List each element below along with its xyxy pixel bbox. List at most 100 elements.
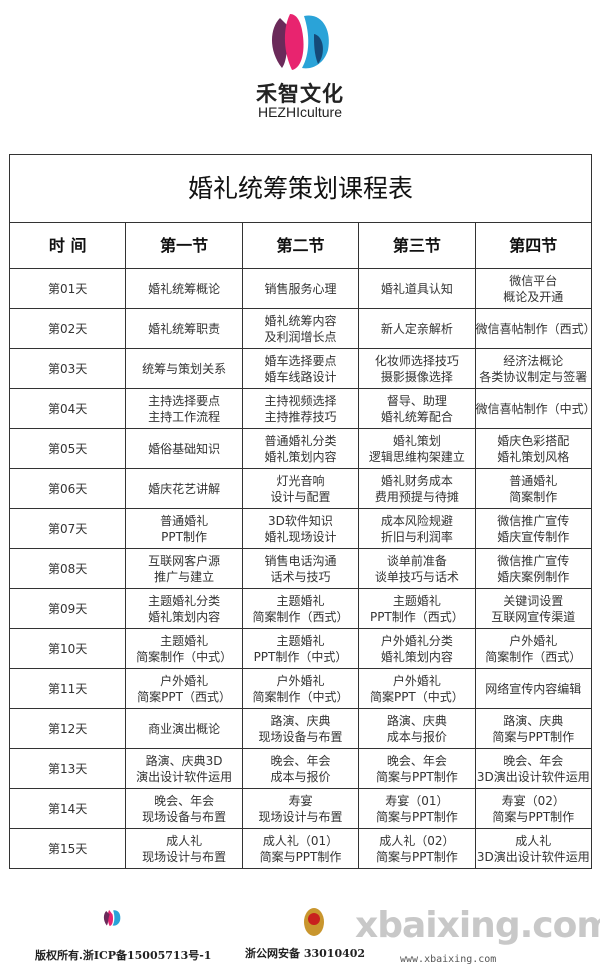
day-cell: 第15天	[8, 828, 127, 869]
table-row: 第02天 婚礼统筹职责 婚礼统筹内容 及利润增长点 新人定亲解析 微信喜帖制作（西式）	[8, 308, 596, 349]
course-cell-session-2: 成人礼（01） 简案与PPT制作	[241, 828, 360, 869]
course-cell-session-3: 寿宴（01） 简案与PPT制作	[358, 788, 476, 829]
header-session-4: 第四节	[474, 222, 593, 269]
table-title: 婚礼统筹策划课程表	[9, 154, 592, 223]
header-session-3: 第三节	[358, 222, 476, 269]
header-row: 时 间 第一节 第二节 第三节 第四节	[8, 222, 593, 269]
course-cell-session-4: 经济法概论 各类协议制定与签署	[474, 348, 593, 389]
course-cell-session-2: 销售服务心理	[241, 268, 360, 309]
course-cell-session-4: 微信推广宣传 婚庆案例制作	[474, 548, 593, 589]
day-cell: 第05天	[8, 428, 127, 469]
watermark: xbaixing.com	[355, 905, 600, 946]
course-cell-session-1: 互联网客户源 推广与建立	[125, 548, 243, 589]
table-row: 第05天 婚俗基础知识 普通婚礼分类 婚礼策划内容 婚礼策划 逻辑思维构架建立 婚庆色彩…	[8, 428, 593, 469]
course-cell-session-2: 路演、庆典 现场设备与布置	[241, 708, 360, 749]
course-cell-session-1: 主题婚礼 简案制作（中式）	[125, 628, 243, 669]
course-cell-session-2: 户外婚礼 简案制作（中式）	[241, 668, 360, 709]
day-cell: 第01天	[8, 268, 127, 309]
day-cell: 第04天	[8, 388, 127, 429]
table-row: 第03天 统筹与策划关系 婚车选择要点 婚车线路设计 化妆师选择技巧 摄影摄像选择 经济…	[8, 348, 593, 389]
day-cell: 第10天	[8, 628, 127, 669]
course-cell-session-4: 成人礼 3D演出设计软件运用	[474, 828, 593, 869]
table-row: 第15天 成人礼 现场设计与布置 成人礼（01） 简案与PPT制作 成人礼（02） 简…	[8, 828, 593, 869]
course-cell-session-3: 路演、庆典 成本与报价	[358, 708, 476, 749]
table-row: 第14天 晚会、年会 现场设备与布置 寿宴 现场设计与布置 寿宴（01） 简案与PPT…	[8, 788, 593, 829]
brand-name-en: HEZHIculture	[257, 104, 343, 120]
course-cell-session-4: 微信喜帖制作（中式）	[474, 388, 596, 429]
course-cell-session-2: 婚礼统筹内容 及利润增长点	[241, 308, 360, 349]
course-cell-session-1: 普通婚礼 PPT制作	[125, 508, 243, 549]
course-cell-session-3: 督导、助理 婚礼统筹配合	[358, 388, 476, 429]
course-cell-session-3: 晚会、年会 简案与PPT制作	[358, 748, 476, 789]
table-row: 第12天 商业演出概论 路演、庆典 现场设备与布置 路演、庆典 成本与报价 路演、庆典 …	[8, 708, 593, 749]
day-cell: 第12天	[8, 708, 127, 749]
day-cell: 第03天	[8, 348, 127, 389]
table-row: 第11天 户外婚礼 简案PPT（西式） 户外婚礼 简案制作（中式） 户外婚礼 简案PP…	[8, 668, 593, 709]
table-row: 第04天 主持选择要点 主持工作流程 主持视频选择 主持推荐技巧 督导、助理 婚礼统筹…	[8, 388, 596, 429]
course-cell-session-4: 微信喜帖制作（西式）	[474, 308, 596, 349]
course-cell-session-1: 晚会、年会 现场设备与布置	[125, 788, 243, 829]
course-cell-session-3: 主题婚礼 PPT制作（西式）	[358, 588, 476, 629]
footer-logo	[103, 909, 121, 927]
course-cell-session-3: 成本风险规避 折旧与利润率	[358, 508, 476, 549]
table-row: 第01天 婚礼统筹概论 销售服务心理 婚礼道具认知 微信平台 概论及开通	[8, 268, 593, 309]
course-cell-session-4: 普通婚礼 简案制作	[474, 468, 593, 509]
table-row: 第09天 主题婚礼分类 婚礼策划内容 主题婚礼 简案制作（西式） 主题婚礼 PPT制作…	[8, 588, 593, 629]
course-cell-session-3: 婚礼财务成本 费用预提与待摊	[358, 468, 476, 509]
course-cell-session-4: 关键词设置 互联网宣传渠道	[474, 588, 593, 629]
course-cell-session-2: 寿宴 现场设计与布置	[241, 788, 360, 829]
course-cell-session-2: 主持视频选择 主持推荐技巧	[241, 388, 360, 429]
course-cell-session-4: 婚庆色彩搭配 婚礼策划风格	[474, 428, 593, 469]
course-schedule-table: 婚礼统筹策划课程表 时 间 第一节 第二节 第三节 第四节 第01天 婚礼统筹概论…	[8, 154, 596, 869]
course-cell-session-3: 化妆师选择技巧 摄影摄像选择	[358, 348, 476, 389]
day-cell: 第06天	[8, 468, 127, 509]
police-emblem-icon	[304, 908, 324, 936]
course-cell-session-1: 婚礼统筹概论	[125, 268, 243, 309]
course-cell-session-2: 灯光音响 设计与配置	[241, 468, 360, 509]
brand-name: 禾智文化	[256, 82, 344, 106]
course-cell-session-2: 婚车选择要点 婚车线路设计	[241, 348, 360, 389]
course-cell-session-4: 微信平台 概论及开通	[474, 268, 593, 309]
course-cell-session-1: 统筹与策划关系	[125, 348, 243, 389]
course-cell-session-1: 路演、庆典3D 演出设计软件运用	[125, 748, 243, 789]
course-cell-session-2: 主题婚礼 简案制作（西式）	[241, 588, 360, 629]
table-row: 第08天 互联网客户源 推广与建立 销售电话沟通 话术与技巧 谈单前准备 谈单技巧与话…	[8, 548, 593, 589]
course-cell-session-4: 户外婚礼 简案制作（西式）	[474, 628, 593, 669]
course-cell-session-1: 主持选择要点 主持工作流程	[125, 388, 243, 429]
day-cell: 第09天	[8, 588, 127, 629]
course-cell-session-3: 婚礼策划 逻辑思维构架建立	[358, 428, 476, 469]
course-cell-session-1: 主题婚礼分类 婚礼策划内容	[125, 588, 243, 629]
course-cell-session-2: 主题婚礼 PPT制作（中式）	[241, 628, 360, 669]
course-cell-session-3: 婚礼道具认知	[358, 268, 476, 309]
course-cell-session-2: 普通婚礼分类 婚礼策划内容	[241, 428, 360, 469]
header-session-2: 第二节	[241, 222, 360, 269]
course-cell-session-4: 网络宣传内容编辑	[474, 668, 593, 709]
day-cell: 第08天	[8, 548, 127, 589]
hezhi-logo	[272, 14, 329, 70]
police-record-text: 浙公网安备 33010402	[245, 947, 366, 960]
course-cell-session-3: 成人礼（02） 简案与PPT制作	[358, 828, 476, 869]
course-cell-session-3: 户外婚礼 简案PPT（中式）	[358, 668, 476, 709]
day-cell: 第13天	[8, 748, 127, 789]
header-session-1: 第一节	[125, 222, 243, 269]
day-cell: 第11天	[8, 668, 127, 709]
course-cell-session-4: 寿宴（02） 简案与PPT制作	[474, 788, 593, 829]
course-cell-session-1: 商业演出概论	[125, 708, 243, 749]
copyright-text: 版权所有.浙ICP备15005713号-1	[35, 949, 212, 962]
course-cell-session-1: 婚俗基础知识	[125, 428, 243, 469]
day-cell: 第02天	[8, 308, 127, 349]
course-cell-session-2: 3D软件知识 婚礼现场设计	[241, 508, 360, 549]
table-row: 第10天 主题婚礼 简案制作（中式） 主题婚礼 PPT制作（中式） 户外婚礼分类 婚礼…	[8, 628, 593, 669]
table-row: 第06天 婚庆花艺讲解 灯光音响 设计与配置 婚礼财务成本 费用预提与待摊 普通婚礼 简…	[8, 468, 593, 509]
table-row: 第07天 普通婚礼 PPT制作 3D软件知识 婚礼现场设计 成本风险规避 折旧与利润率…	[8, 508, 593, 549]
course-cell-session-1: 婚庆花艺讲解	[125, 468, 243, 509]
course-cell-session-2: 销售电话沟通 话术与技巧	[241, 548, 360, 589]
course-cell-session-2: 晚会、年会 成本与报价	[241, 748, 360, 789]
course-cell-session-4: 路演、庆典 简案与PPT制作	[474, 708, 593, 749]
day-cell: 第14天	[8, 788, 127, 829]
course-cell-session-1: 成人礼 现场设计与布置	[125, 828, 243, 869]
course-cell-session-4: 晚会、年会 3D演出设计软件运用	[474, 748, 593, 789]
course-cell-session-3: 谈单前准备 谈单技巧与话术	[358, 548, 476, 589]
course-cell-session-3: 新人定亲解析	[358, 308, 476, 349]
course-cell-session-4: 微信推广宣传 婚庆宣传制作	[474, 508, 593, 549]
